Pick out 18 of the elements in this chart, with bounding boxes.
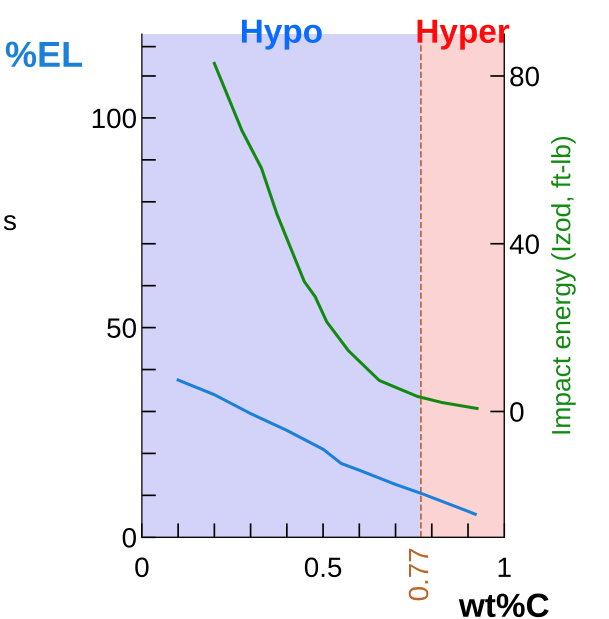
y-tick-label: 0 xyxy=(122,528,136,548)
x-tick-label: 0.5 xyxy=(304,557,342,578)
y-axis-title: %EL xyxy=(6,42,82,68)
band-label: Hypo xyxy=(242,20,322,50)
x-axis-title: wt%C xyxy=(458,594,549,618)
y2-tick-label: 0 xyxy=(510,402,524,422)
ref-line-label: 0.77 xyxy=(408,548,428,600)
y2-axis-title: Impact energy (Izod, ft-lb) xyxy=(551,136,576,434)
y2-tick-label: 80 xyxy=(510,66,539,86)
y2-tick-label: 40 xyxy=(510,234,539,254)
y-tick-label: 100 xyxy=(92,108,136,128)
band-label: Hyper xyxy=(418,20,510,50)
x-tick-label: 1 xyxy=(498,558,511,577)
line-series xyxy=(212,62,479,410)
x-tick-label: 0 xyxy=(135,557,149,578)
text: s xyxy=(4,215,16,230)
y-tick-label: 50 xyxy=(107,318,136,338)
line-series xyxy=(176,378,477,516)
